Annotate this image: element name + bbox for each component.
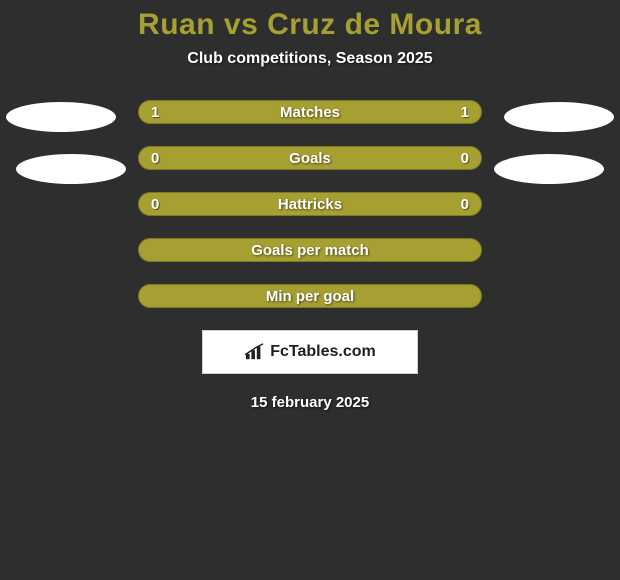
- stat-left-value: 0: [151, 196, 171, 213]
- player-left-marker-2: [16, 154, 126, 184]
- stat-row-matches: 1 Matches 1: [138, 100, 482, 124]
- brand-box: FcTables.com: [202, 330, 418, 374]
- comparison-infographic: Ruan vs Cruz de Moura Club competitions,…: [0, 0, 620, 580]
- player-right-marker-2: [494, 154, 604, 184]
- page-subtitle: Club competitions, Season 2025: [0, 50, 620, 68]
- bar-chart-icon: [244, 343, 266, 361]
- stat-row-hattricks: 0 Hattricks 0: [138, 192, 482, 216]
- footer-date: 15 february 2025: [0, 394, 620, 411]
- stat-label: Goals per match: [139, 242, 481, 259]
- player-left-marker-1: [6, 102, 116, 132]
- stat-row-goals: 0 Goals 0: [138, 146, 482, 170]
- brand-text: FcTables.com: [270, 343, 376, 361]
- player-right-marker-1: [504, 102, 614, 132]
- stat-label: Hattricks: [139, 196, 481, 213]
- stat-left-value: 0: [151, 150, 171, 167]
- stat-right-value: 1: [449, 104, 469, 121]
- stat-label: Matches: [139, 104, 481, 121]
- stats-area: 1 Matches 1 0 Goals 0 0 Hattricks 0 Goal…: [0, 100, 620, 308]
- stat-left-value: 1: [151, 104, 171, 121]
- stat-label: Min per goal: [139, 288, 481, 305]
- stat-row-min-per-goal: Min per goal: [138, 284, 482, 308]
- stat-right-value: 0: [449, 196, 469, 213]
- stat-row-goals-per-match: Goals per match: [138, 238, 482, 262]
- stat-right-value: 0: [449, 150, 469, 167]
- page-title: Ruan vs Cruz de Moura: [0, 0, 620, 42]
- stat-label: Goals: [139, 150, 481, 167]
